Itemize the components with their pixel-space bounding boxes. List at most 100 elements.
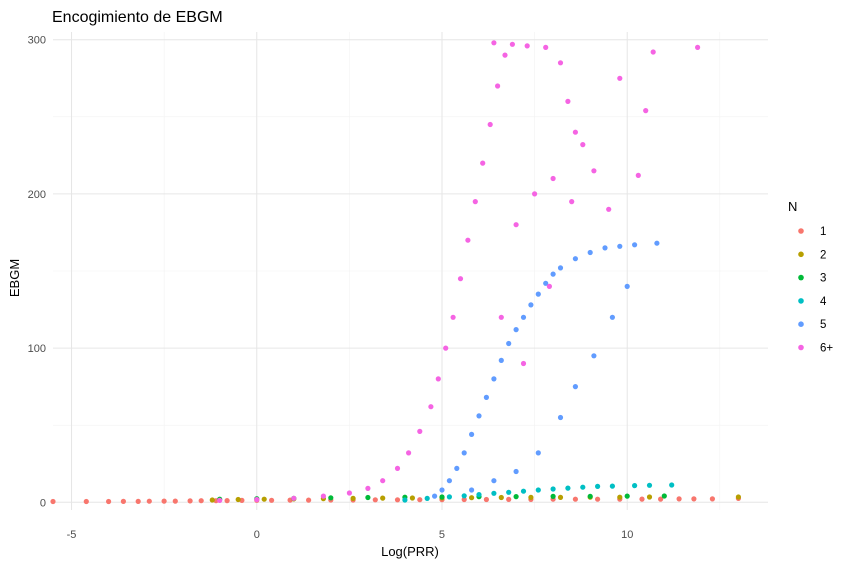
data-point	[435, 376, 441, 382]
data-point	[235, 496, 241, 503]
data-point	[506, 340, 512, 347]
legend-key	[798, 298, 804, 304]
data-point	[402, 497, 408, 503]
chart-title: Encogimiento de EBGM	[52, 9, 223, 26]
y-axis-ticks: 0 100 200 300	[28, 35, 46, 510]
legend-label: 1	[820, 226, 826, 238]
data-point	[654, 240, 660, 246]
x-axis-title: Log(PRR)	[381, 544, 439, 559]
data-point	[439, 487, 445, 493]
data-point	[495, 83, 501, 89]
data-point	[557, 494, 564, 500]
data-point	[443, 345, 449, 351]
data-point	[120, 498, 126, 504]
data-point	[643, 108, 649, 114]
legend: 1 2 3 4 5 6+	[798, 226, 833, 355]
data-point	[669, 482, 675, 488]
data-point	[380, 495, 386, 501]
data-point	[658, 496, 664, 502]
data-point	[483, 496, 489, 503]
data-point	[50, 498, 56, 505]
legend-key	[798, 251, 804, 258]
series-5	[432, 240, 660, 499]
data-point	[469, 495, 475, 501]
data-point	[617, 243, 623, 249]
y-tick-label: 100	[28, 343, 46, 355]
series-1	[50, 495, 742, 505]
data-point	[546, 283, 553, 289]
data-point	[417, 428, 423, 434]
data-point	[580, 142, 586, 148]
data-point	[254, 496, 260, 503]
data-point	[524, 43, 530, 49]
data-point	[557, 414, 564, 421]
series-6-plus	[217, 40, 701, 503]
data-point	[587, 493, 593, 499]
data-point	[506, 496, 512, 502]
data-point	[291, 495, 297, 501]
data-point	[461, 450, 467, 456]
data-point	[635, 172, 641, 178]
data-point	[632, 483, 638, 489]
data-point	[135, 498, 141, 504]
data-point	[543, 44, 549, 51]
data-point	[557, 265, 564, 271]
data-point	[224, 498, 230, 504]
data-point	[498, 357, 504, 363]
data-point	[550, 486, 556, 492]
data-point	[409, 495, 415, 501]
data-point	[609, 314, 616, 320]
data-point	[172, 498, 178, 504]
y-tick-label: 300	[28, 35, 46, 47]
data-point	[595, 496, 601, 502]
data-point	[535, 291, 541, 297]
data-point	[328, 495, 334, 501]
data-point	[617, 75, 623, 81]
legend-key	[798, 321, 804, 328]
data-point	[572, 384, 579, 390]
data-point	[502, 52, 508, 58]
data-point	[587, 249, 593, 256]
legend-key	[798, 228, 804, 234]
x-tick-label: 0	[254, 529, 260, 541]
data-point	[513, 327, 519, 333]
data-point	[394, 465, 401, 471]
data-point	[572, 496, 579, 502]
legend-title: N	[788, 199, 797, 214]
legend-label: 5	[820, 319, 826, 331]
data-point	[557, 60, 564, 66]
points-layer	[50, 40, 742, 505]
data-point	[595, 483, 601, 489]
legend-label: 6+	[820, 343, 833, 355]
y-tick-label: 0	[40, 497, 46, 509]
data-point	[161, 498, 167, 504]
data-point	[535, 487, 541, 493]
data-point	[457, 276, 464, 282]
data-point	[198, 498, 204, 504]
x-tick-label: 10	[621, 529, 633, 541]
data-point	[394, 497, 401, 503]
data-point	[472, 199, 478, 205]
data-point	[491, 478, 497, 484]
data-point	[591, 168, 597, 174]
data-point	[661, 493, 667, 499]
data-point	[261, 496, 267, 502]
data-point	[217, 497, 223, 503]
x-tick-label: 5	[439, 529, 445, 541]
legend-label: 2	[820, 249, 826, 261]
data-point	[695, 44, 701, 51]
data-point	[491, 40, 497, 46]
data-point	[572, 129, 579, 135]
data-point	[513, 468, 519, 475]
data-point	[491, 376, 497, 382]
data-point	[365, 494, 371, 501]
data-point	[380, 478, 386, 484]
data-point	[469, 487, 475, 493]
data-point	[498, 314, 504, 320]
x-axis-ticks: -5 0 5 10	[67, 529, 634, 541]
data-point	[691, 496, 697, 502]
data-point	[461, 493, 467, 499]
legend-key	[798, 274, 804, 281]
data-point	[550, 175, 556, 182]
